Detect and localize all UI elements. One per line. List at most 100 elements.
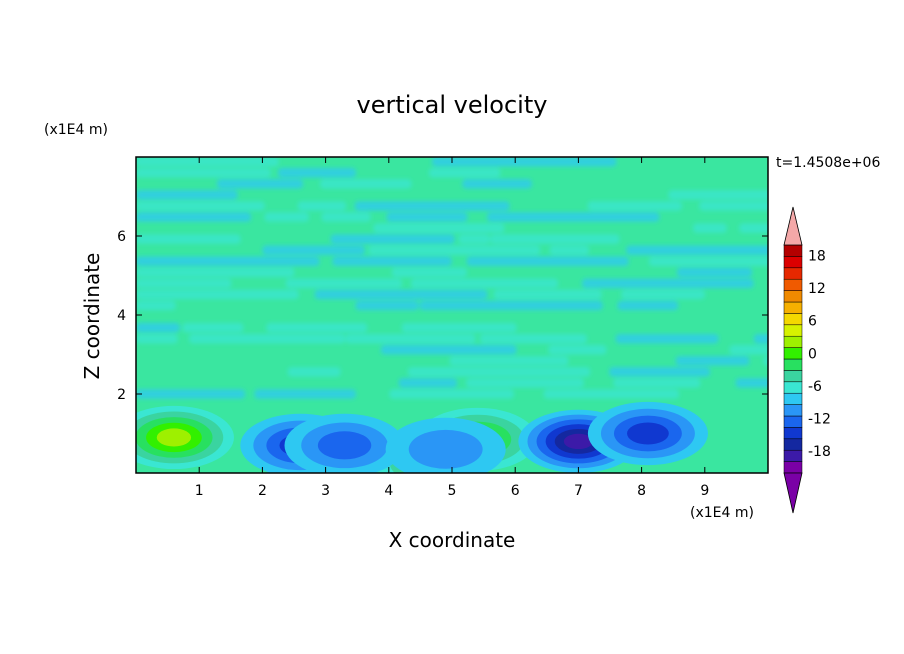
chart-title: vertical velocity: [357, 91, 548, 119]
time-label: t=1.4508e+06: [776, 155, 880, 171]
velocity-band: [466, 256, 629, 267]
velocity-band: [431, 157, 617, 167]
velocity-band: [419, 300, 603, 311]
colorbar-segment: [783, 461, 803, 474]
colorbar-segment: [783, 438, 803, 451]
colorbar-segment: [783, 370, 803, 383]
velocity-band: [549, 245, 590, 255]
velocity-band: [675, 356, 750, 366]
colorbar-segment: [783, 324, 803, 337]
velocity-band: [380, 345, 517, 355]
contour-level: [408, 429, 483, 469]
colorbar-segment: [783, 358, 803, 371]
velocity-band: [330, 234, 455, 244]
velocity-bands: [136, 157, 768, 399]
x-axis-label: X coordinate: [389, 528, 516, 552]
x-tick-label: 8: [637, 483, 646, 499]
velocity-band: [136, 190, 238, 200]
colorbar-segment: [783, 290, 803, 303]
velocity-band: [345, 333, 476, 344]
velocity-band: [285, 278, 403, 289]
velocity-band: [753, 333, 768, 344]
velocity-band: [136, 322, 180, 333]
velocity-band: [216, 179, 303, 189]
colorbar-under-arrow: [783, 472, 803, 514]
velocity-band: [763, 356, 768, 366]
velocity-band: [729, 345, 768, 355]
velocity-band: [368, 245, 541, 255]
downdraft-cell: [385, 417, 506, 473]
plot-area: [136, 157, 768, 473]
velocity-band: [581, 278, 754, 289]
velocity-band: [615, 333, 719, 344]
velocity-band: [648, 256, 768, 267]
colorbar-segment: [783, 256, 803, 269]
colorbar-segment: [783, 278, 803, 291]
velocity-band: [699, 201, 768, 211]
velocity-band: [739, 223, 768, 233]
x-tick-label: 7: [574, 483, 583, 499]
velocity-band: [355, 300, 419, 311]
colorbar-segment: [783, 347, 803, 360]
y-tick-label: 6: [117, 229, 126, 245]
x-tick-label: 6: [511, 483, 520, 499]
velocity-band: [136, 234, 241, 244]
y-axis-label: Z coordinate: [80, 253, 104, 380]
colorbar-segment: [783, 381, 803, 394]
velocity-band: [587, 201, 683, 211]
velocity-band: [136, 212, 252, 222]
velocity-band: [314, 289, 488, 300]
x-axis: 1 2 3 4 5 6 7 8 9: [195, 157, 709, 499]
velocity-band: [401, 322, 517, 333]
velocity-band: [136, 256, 320, 267]
velocity-band: [676, 267, 753, 278]
downdraft-cell: [284, 413, 405, 473]
contour-level: [317, 431, 372, 460]
colorbar-segment: [783, 244, 803, 257]
velocity-band: [407, 367, 591, 377]
velocity-band: [609, 367, 711, 377]
colorbar-segment: [783, 335, 803, 348]
velocity-band: [493, 289, 602, 300]
velocity-band: [613, 378, 701, 388]
velocity-band: [479, 333, 587, 344]
velocity-band: [136, 168, 271, 178]
velocity-band: [389, 389, 515, 399]
colorbar-segment: [783, 415, 803, 428]
updraft-cell: [136, 405, 234, 470]
velocity-band: [410, 278, 559, 289]
velocity-band: [136, 333, 178, 344]
velocity-band: [136, 201, 265, 211]
velocity-band: [386, 212, 468, 222]
velocity-band: [136, 300, 176, 311]
x-tick-label: 3: [321, 483, 330, 499]
y-axis-unit: (x1E4 m): [44, 122, 108, 138]
velocity-band: [428, 168, 501, 178]
x-tick-label: 9: [700, 483, 709, 499]
colorbar-segment: [783, 313, 803, 326]
velocity-band: [735, 378, 768, 388]
velocity-band: [617, 300, 679, 311]
velocity-band: [262, 245, 366, 255]
x-tick-label: 5: [448, 483, 457, 499]
velocity-band: [136, 278, 232, 289]
colorbar: 18 12 6 0 -6 -12 -18: [783, 206, 831, 514]
contour-level: [156, 428, 192, 447]
velocity-band: [626, 245, 768, 255]
velocity-band: [319, 179, 412, 189]
velocity-band: [136, 157, 279, 167]
velocity-band: [548, 345, 607, 355]
contour-level: [563, 433, 593, 450]
velocity-band: [182, 322, 244, 333]
velocity-band: [398, 378, 458, 388]
x-tick-label: 2: [258, 483, 267, 499]
colorbar-label: 0: [808, 346, 817, 362]
colorbar-segment: [783, 404, 803, 417]
velocity-band: [490, 234, 620, 244]
colorbar-segment: [783, 392, 803, 405]
velocity-band: [297, 201, 347, 211]
velocity-band: [668, 190, 768, 200]
velocity-band: [264, 212, 309, 222]
velocity-band: [543, 389, 680, 399]
